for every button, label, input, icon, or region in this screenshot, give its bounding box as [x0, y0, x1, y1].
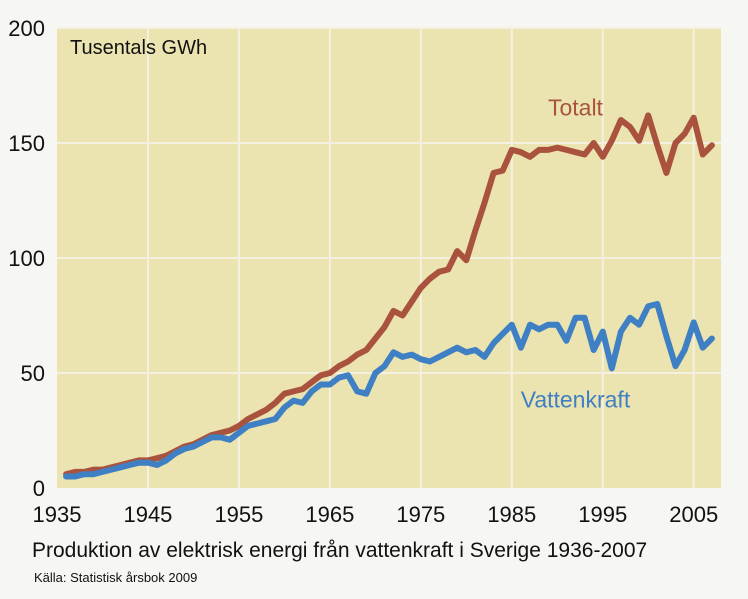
- annotation-totalt: Totalt: [548, 94, 604, 120]
- x-tick-label: 1995: [578, 502, 627, 527]
- y-tick-label: 150: [8, 131, 45, 156]
- y-axis-tick-labels: 0 50 100 150 200: [8, 16, 45, 501]
- x-axis-tick-labels: 1935 1945 1955 1965 1975 1985 1995 2005: [33, 502, 719, 527]
- series-annotations: Totalt Vattenkraft: [521, 94, 631, 412]
- x-tick-label: 1935: [33, 502, 82, 527]
- series-line-vattenkraft: [63, 301, 715, 480]
- x-tick-label: 1975: [396, 502, 445, 527]
- y-tick-label: 0: [33, 476, 45, 501]
- unit-label: Tusentals GWh: [70, 37, 207, 59]
- x-tick-label: 1965: [305, 502, 354, 527]
- y-tick-label: 50: [21, 361, 45, 386]
- x-tick-label: 1985: [487, 502, 536, 527]
- y-tick-label: 200: [8, 16, 45, 41]
- line-chart: 0 50 100 150 200 1935 1945 1955 1965 1975 1985 199…: [8, 16, 721, 527]
- x-tick-label: 2005: [669, 502, 718, 527]
- grid-lines: [57, 27, 721, 488]
- y-tick-label: 100: [8, 246, 45, 271]
- annotation-vattenkraft: Vattenkraft: [521, 387, 631, 413]
- x-tick-label: 1945: [123, 502, 172, 527]
- chart-caption: Produktion av elektrisk energi från vatt…: [32, 539, 648, 562]
- series-lines: [63, 112, 715, 480]
- x-tick-label: 1955: [214, 502, 263, 527]
- source-note: Källa: Statistisk årsbok 2009: [34, 570, 198, 585]
